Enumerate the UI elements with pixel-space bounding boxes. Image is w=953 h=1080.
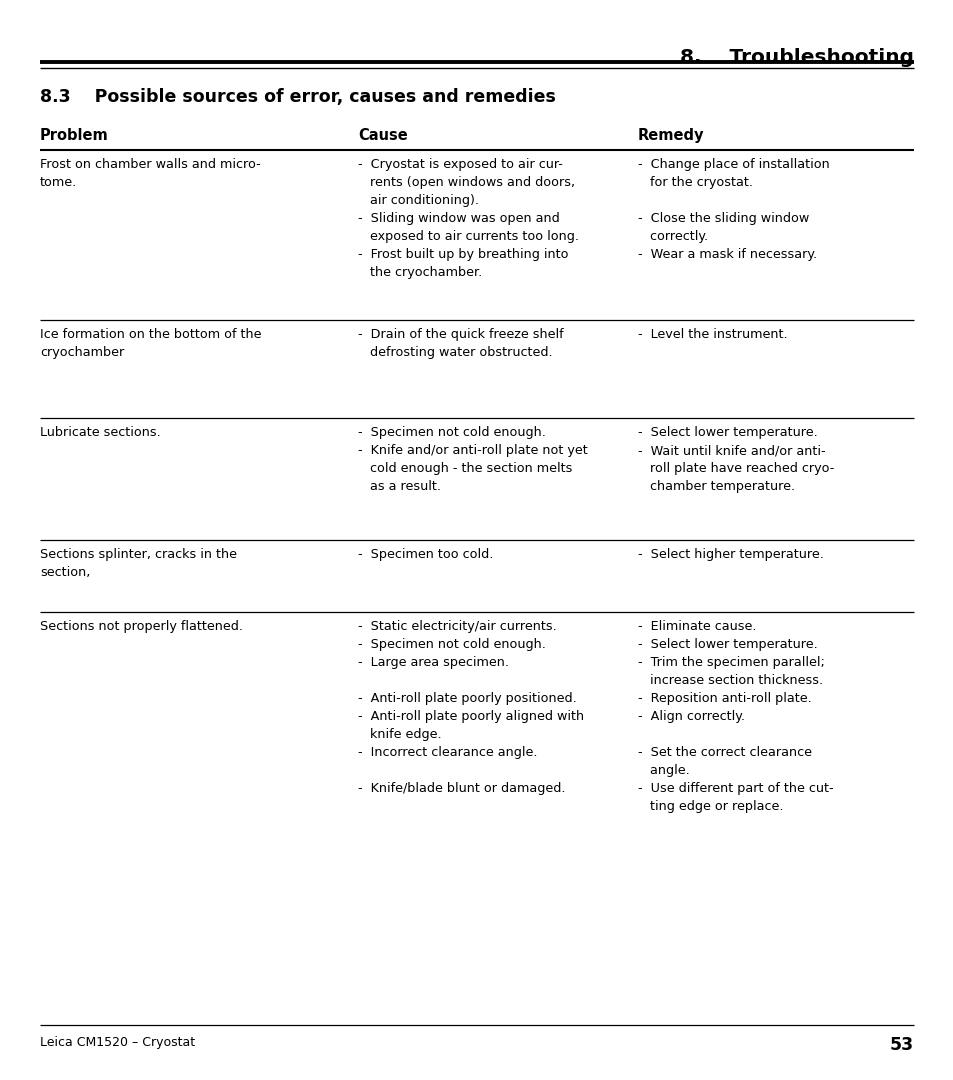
Text: -  Level the instrument.: - Level the instrument. [638, 328, 787, 341]
Text: -  Eliminate cause.
-  Select lower temperature.
-  Trim the specimen parallel;
: - Eliminate cause. - Select lower temper… [638, 620, 833, 813]
Text: -  Specimen too cold.: - Specimen too cold. [357, 548, 493, 561]
Text: -  Specimen not cold enough.
-  Knife and/or anti-roll plate not yet
   cold eno: - Specimen not cold enough. - Knife and/… [357, 426, 587, 492]
Text: Sections not properly flattened.: Sections not properly flattened. [40, 620, 243, 633]
Text: -  Select lower temperature.
-  Wait until knife and/or anti-
   roll plate have: - Select lower temperature. - Wait until… [638, 426, 834, 492]
Text: -  Cryostat is exposed to air cur-
   rents (open windows and doors,
   air cond: - Cryostat is exposed to air cur- rents … [357, 158, 578, 279]
Text: Frost on chamber walls and micro-
tome.: Frost on chamber walls and micro- tome. [40, 158, 260, 189]
Text: 53: 53 [889, 1036, 913, 1054]
Text: Cause: Cause [357, 129, 407, 143]
Text: -  Select higher temperature.: - Select higher temperature. [638, 548, 823, 561]
Text: Remedy: Remedy [638, 129, 703, 143]
Text: Ice formation on the bottom of the
cryochamber: Ice formation on the bottom of the cryoc… [40, 328, 261, 359]
Text: Problem: Problem [40, 129, 109, 143]
Text: 8.3    Possible sources of error, causes and remedies: 8.3 Possible sources of error, causes an… [40, 87, 556, 106]
Text: -  Drain of the quick freeze shelf
   defrosting water obstructed.: - Drain of the quick freeze shelf defros… [357, 328, 563, 359]
Text: Sections splinter, cracks in the
section,: Sections splinter, cracks in the section… [40, 548, 236, 579]
Text: 8.    Troubleshooting: 8. Troubleshooting [679, 48, 913, 67]
Text: -  Static electricity/air currents.
-  Specimen not cold enough.
-  Large area s: - Static electricity/air currents. - Spe… [357, 620, 583, 795]
Text: Lubricate sections.: Lubricate sections. [40, 426, 161, 438]
Text: Leica CM1520 – Cryostat: Leica CM1520 – Cryostat [40, 1036, 195, 1049]
Text: -  Change place of installation
   for the cryostat.

-  Close the sliding windo: - Change place of installation for the c… [638, 158, 829, 261]
